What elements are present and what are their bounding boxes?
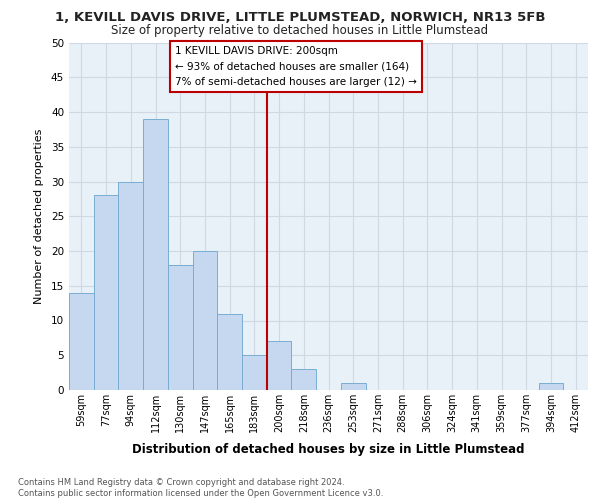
Bar [69, 292, 94, 390]
X-axis label: Distribution of detached houses by size in Little Plumstead: Distribution of detached houses by size … [132, 444, 525, 456]
Y-axis label: Number of detached properties: Number of detached properties [34, 128, 44, 304]
Text: 1, KEVILL DAVIS DRIVE, LITTLE PLUMSTEAD, NORWICH, NR13 5FB: 1, KEVILL DAVIS DRIVE, LITTLE PLUMSTEAD,… [55, 11, 545, 24]
Bar [217, 314, 242, 390]
Bar [143, 119, 168, 390]
Bar [94, 196, 118, 390]
Bar [242, 355, 267, 390]
Bar [193, 251, 217, 390]
Text: Contains HM Land Registry data © Crown copyright and database right 2024.
Contai: Contains HM Land Registry data © Crown c… [18, 478, 383, 498]
Bar [118, 182, 143, 390]
Bar [267, 342, 292, 390]
Bar [168, 265, 193, 390]
Bar [292, 369, 316, 390]
Bar [539, 383, 563, 390]
Text: Size of property relative to detached houses in Little Plumstead: Size of property relative to detached ho… [112, 24, 488, 37]
Text: 1 KEVILL DAVIS DRIVE: 200sqm
← 93% of detached houses are smaller (164)
7% of se: 1 KEVILL DAVIS DRIVE: 200sqm ← 93% of de… [175, 46, 417, 87]
Bar [341, 383, 365, 390]
